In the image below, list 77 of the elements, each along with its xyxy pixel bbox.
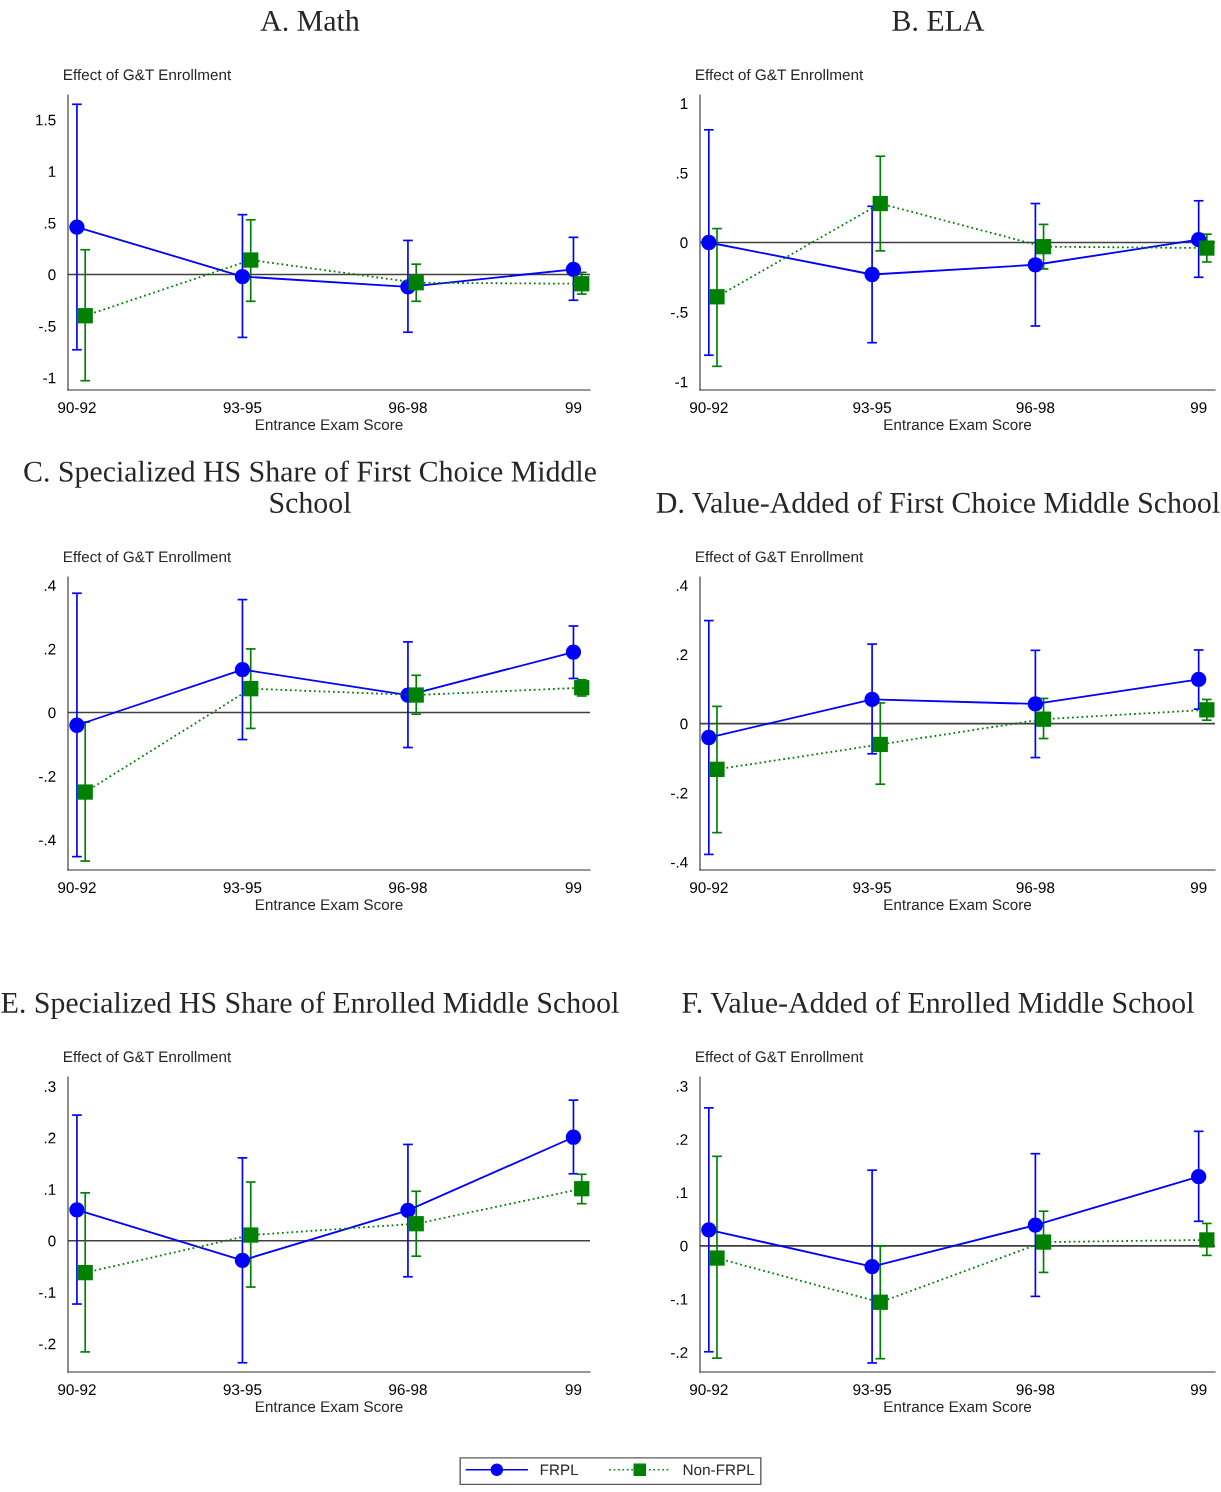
- y-tick-label: -1: [43, 372, 56, 384]
- x-tick-label: 90-92: [58, 402, 96, 414]
- x-tick-label: 93-95: [223, 1384, 262, 1396]
- y-tick-label: 1: [48, 166, 56, 177]
- x-tick-label: 90-92: [58, 1384, 96, 1396]
- y-axis-title: Effect of G&T Enrollment: [64, 551, 232, 563]
- y-tick-label: -.4: [671, 857, 688, 868]
- x-tick-label: 90-92: [690, 882, 728, 894]
- x-axis-title: Entrance Exam Score: [255, 419, 403, 431]
- y-tick-label: -.1: [39, 1287, 56, 1298]
- x-tick-label: 99: [565, 1384, 582, 1396]
- x-axis-title: Entrance Exam Score: [255, 899, 403, 911]
- y-axis-title: Effect of G&T Enrollment: [696, 68, 864, 81]
- y-axis-title: Effect of G&T Enrollment: [696, 551, 864, 563]
- y-tick-label: 0: [48, 269, 56, 281]
- x-tick-label: 96-98: [389, 1384, 427, 1396]
- y-tick-label: .2: [676, 649, 688, 661]
- chart-title: B. ELA: [892, 10, 985, 32]
- y-tick-label: .3: [44, 1081, 56, 1092]
- x-tick-label: 96-98: [1016, 882, 1055, 894]
- y-tick-label: 0: [680, 1240, 688, 1252]
- x-tick-label: 93-95: [853, 1384, 891, 1396]
- y-tick-label: 0: [680, 718, 688, 730]
- x-tick-label: 99: [565, 882, 582, 894]
- x-axis-title: Entrance Exam Score: [884, 1401, 1032, 1413]
- y-axis-title: Effect of G&T Enrollment: [64, 68, 232, 81]
- y-tick-label: .5: [676, 167, 688, 179]
- x-tick-label: 90-92: [58, 882, 96, 894]
- y-tick-label: .4: [44, 580, 56, 591]
- y-tick-label: .2: [676, 1134, 688, 1145]
- y-tick-label: -.5: [39, 321, 56, 332]
- x-tick-label: 96-98: [389, 882, 427, 894]
- y-tick-label: .5: [44, 217, 56, 229]
- chart-title: E. Specialized HS Share of Enrolled Middle School: [1, 991, 619, 1019]
- x-tick-label: 93-95: [853, 882, 891, 894]
- x-tick-label: 90-92: [690, 1384, 728, 1396]
- y-tick-label: .2: [44, 1132, 56, 1144]
- y-axis-title: Effect of G&T Enrollment: [696, 1050, 864, 1063]
- y-tick-label: .1: [44, 1184, 56, 1195]
- y-tick-label: -.1: [671, 1294, 688, 1305]
- x-tick-label: 99: [1190, 1384, 1207, 1396]
- x-tick-label: 96-98: [1016, 1384, 1055, 1396]
- y-tick-label: .4: [676, 580, 688, 591]
- x-tick-label: 96-98: [1016, 402, 1055, 414]
- x-tick-label: 93-95: [853, 402, 891, 414]
- x-axis-title: Entrance Exam Score: [255, 1401, 403, 1413]
- x-tick-label: 90-92: [690, 402, 728, 414]
- y-tick-label: -1: [675, 376, 688, 388]
- legend-label: Non-FRPL: [683, 1464, 755, 1476]
- y-tick-label: -.2: [671, 787, 688, 799]
- x-tick-label: 99: [1190, 402, 1207, 414]
- y-tick-label: -.2: [671, 1347, 688, 1358]
- y-tick-label: 0: [48, 1235, 56, 1247]
- chart-title: A. Math: [260, 9, 360, 32]
- x-tick-label: 99: [565, 402, 582, 414]
- x-axis-title: Entrance Exam Score: [884, 899, 1032, 911]
- legend-label: FRPL: [540, 1464, 579, 1476]
- y-tick-label: .2: [44, 643, 56, 655]
- y-tick-label: -.5: [671, 307, 688, 318]
- y-tick-label: -.2: [39, 771, 56, 782]
- chart-title: D. Value-Added of First Choice Middle School: [656, 491, 1220, 514]
- y-tick-label: 1.5: [36, 114, 56, 126]
- x-tick-label: 96-98: [389, 402, 427, 414]
- y-axis-title: Effect of G&T Enrollment: [64, 1050, 232, 1063]
- y-tick-label: 0: [680, 237, 688, 249]
- y-tick-label: -.2: [39, 1338, 56, 1350]
- x-tick-label: 93-95: [223, 402, 262, 414]
- x-tick-label: 93-95: [223, 882, 262, 894]
- x-tick-label: 99: [1190, 882, 1207, 894]
- y-tick-label: -.4: [39, 834, 56, 846]
- x-axis-title: Entrance Exam Score: [884, 419, 1032, 431]
- y-tick-label: .1: [676, 1187, 688, 1199]
- y-tick-label: 0: [48, 707, 56, 719]
- y-tick-label: 1: [680, 98, 688, 109]
- chart-title: F. Value-Added of Enrolled Middle School: [682, 991, 1194, 1014]
- chart-title: C. Specialized HS Share of First Choice Middle School: [24, 460, 596, 513]
- y-tick-label: .3: [676, 1080, 688, 1092]
